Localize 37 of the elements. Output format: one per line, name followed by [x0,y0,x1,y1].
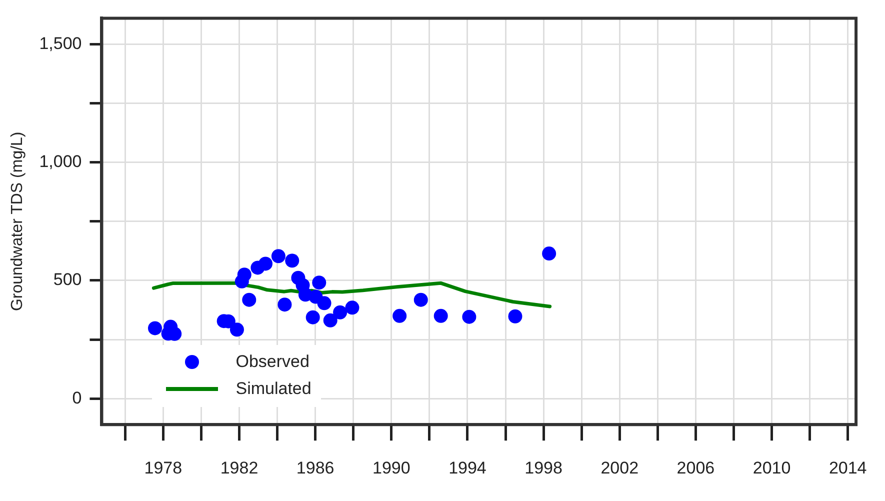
x-tick-label: 1978 [144,458,182,478]
y-tick-label: 0 [72,388,82,408]
point [333,305,348,320]
x-tick-label: 2002 [600,458,639,478]
point [434,308,448,323]
point [414,292,428,307]
x-tick-label: 1982 [220,458,258,478]
point [508,309,522,324]
point [285,254,300,268]
legend-label: Simulated [236,379,312,400]
point [312,276,326,290]
point [323,313,338,328]
point [271,249,286,264]
point [237,268,252,282]
point [258,256,272,271]
x-tick-label: 1998 [524,458,562,478]
point [345,300,360,315]
x-tick-label: 2014 [828,458,867,478]
point [278,298,292,312]
x-tick-label: 2010 [752,458,791,478]
x-tick-label: 1990 [372,458,410,478]
x-tick-label: 1994 [448,458,486,478]
y-axis-title: Groundwater TDS (mg/L) [9,132,26,312]
x-tick-label: 2006 [676,458,715,478]
legend-label: Observed [236,352,310,372]
point [230,322,244,337]
point [542,246,556,261]
point [462,310,476,324]
y-tick-label: 1,000 [39,152,82,172]
point [317,296,332,310]
point [242,292,256,307]
x-tick-label: 1986 [296,458,334,478]
y-tick-label: 1,500 [39,34,82,53]
point [306,310,320,324]
point [148,321,162,336]
point [392,308,407,323]
y-tick-label: 500 [53,270,82,290]
